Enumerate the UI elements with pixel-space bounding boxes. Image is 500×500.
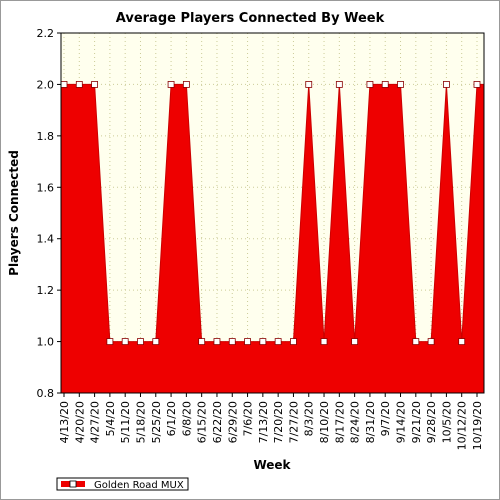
legend: Golden Road MUX bbox=[56, 477, 189, 491]
data-point bbox=[320, 338, 328, 345]
x-tick-label: 6/29/20 bbox=[226, 401, 239, 443]
data-point bbox=[137, 338, 144, 345]
x-tick-label: 10/12/20 bbox=[456, 401, 469, 450]
y-tick-label: 0.8 bbox=[37, 387, 55, 400]
x-tick-label: 8/3/20 bbox=[303, 401, 316, 436]
x-tick-label: 7/27/20 bbox=[287, 401, 300, 443]
data-point bbox=[182, 81, 190, 88]
x-tick-label: 7/13/20 bbox=[257, 401, 270, 443]
x-tick-label: 9/14/20 bbox=[395, 401, 408, 443]
y-axis: 0.8 1.0 1.2 1.4 1.6 1.8 2.0 2.2 bbox=[37, 27, 61, 400]
x-tick-label: 4/20/20 bbox=[73, 401, 86, 443]
x-tick-label: 5/4/20 bbox=[104, 401, 117, 436]
data-point bbox=[290, 338, 297, 345]
legend-label: Golden Road MUX bbox=[94, 480, 184, 491]
x-tick-label: 9/21/20 bbox=[410, 401, 423, 443]
data-point bbox=[443, 81, 450, 88]
x-tick-label: 9/7/20 bbox=[379, 401, 392, 436]
x-tick-label: 5/18/20 bbox=[134, 401, 147, 443]
data-point bbox=[305, 81, 313, 88]
x-tick-label: 8/24/20 bbox=[349, 401, 362, 443]
legend-marker bbox=[69, 480, 77, 488]
y-tick-label: 2.2 bbox=[37, 27, 55, 40]
data-point bbox=[427, 338, 435, 345]
y-tick-label: 1.8 bbox=[37, 130, 55, 143]
data-point bbox=[351, 338, 359, 345]
x-tick-label: 6/8/20 bbox=[180, 401, 193, 436]
data-point bbox=[335, 81, 343, 88]
x-tick-label: 5/11/20 bbox=[119, 401, 132, 443]
x-tick-label: 10/19/20 bbox=[471, 401, 484, 450]
data-point bbox=[167, 81, 175, 88]
data-point bbox=[366, 81, 374, 88]
x-tick-label: 4/13/20 bbox=[58, 401, 71, 443]
data-point bbox=[473, 81, 481, 88]
data-point bbox=[397, 81, 404, 88]
x-tick-label: 10/5/20 bbox=[440, 401, 453, 443]
data-point bbox=[213, 338, 221, 345]
data-point bbox=[91, 81, 98, 88]
x-axis: 4/13/20 4/20/20 4/27/20 5/4/20 5/11/20 5/18/2… bbox=[58, 393, 484, 450]
x-tick-label: 7/20/20 bbox=[272, 401, 285, 443]
y-tick-label: 1.6 bbox=[37, 181, 55, 194]
data-point bbox=[152, 338, 160, 345]
y-tick-label: 1.0 bbox=[37, 336, 55, 349]
x-axis-label: Week bbox=[253, 458, 291, 472]
data-point bbox=[228, 338, 236, 345]
x-tick-label: 8/31/20 bbox=[364, 401, 377, 443]
x-tick-label: 9/28/20 bbox=[425, 401, 438, 443]
data-point bbox=[75, 81, 83, 88]
y-tick-label: 1.2 bbox=[37, 284, 55, 297]
legend-box bbox=[56, 477, 189, 491]
x-tick-label: 8/17/20 bbox=[333, 401, 346, 443]
x-tick-label: 7/6/20 bbox=[242, 401, 255, 436]
y-tick-label: 2.0 bbox=[37, 78, 55, 91]
chart-title: Average Players Connected By Week bbox=[116, 11, 385, 26]
y-axis-label: Players Connected bbox=[7, 150, 21, 276]
data-point bbox=[106, 338, 114, 345]
data-point bbox=[198, 338, 206, 345]
x-tick-label: 8/10/20 bbox=[318, 401, 331, 443]
x-tick-label: 4/27/20 bbox=[89, 401, 102, 443]
data-point bbox=[381, 81, 389, 88]
x-tick-label: 6/1/20 bbox=[165, 401, 178, 436]
data-point bbox=[121, 338, 129, 345]
data-point bbox=[244, 338, 251, 345]
x-tick-label: 6/22/20 bbox=[211, 401, 224, 443]
series-layer bbox=[60, 81, 484, 393]
y-tick-label: 1.4 bbox=[37, 233, 55, 246]
data-point bbox=[412, 338, 420, 345]
data-point bbox=[259, 338, 267, 345]
x-tick-label: 6/15/20 bbox=[196, 401, 209, 443]
x-tick-label: 5/25/20 bbox=[150, 401, 163, 443]
plot-border bbox=[60, 32, 485, 394]
data-point bbox=[274, 338, 282, 345]
data-point bbox=[458, 338, 466, 345]
data-point bbox=[60, 81, 68, 88]
